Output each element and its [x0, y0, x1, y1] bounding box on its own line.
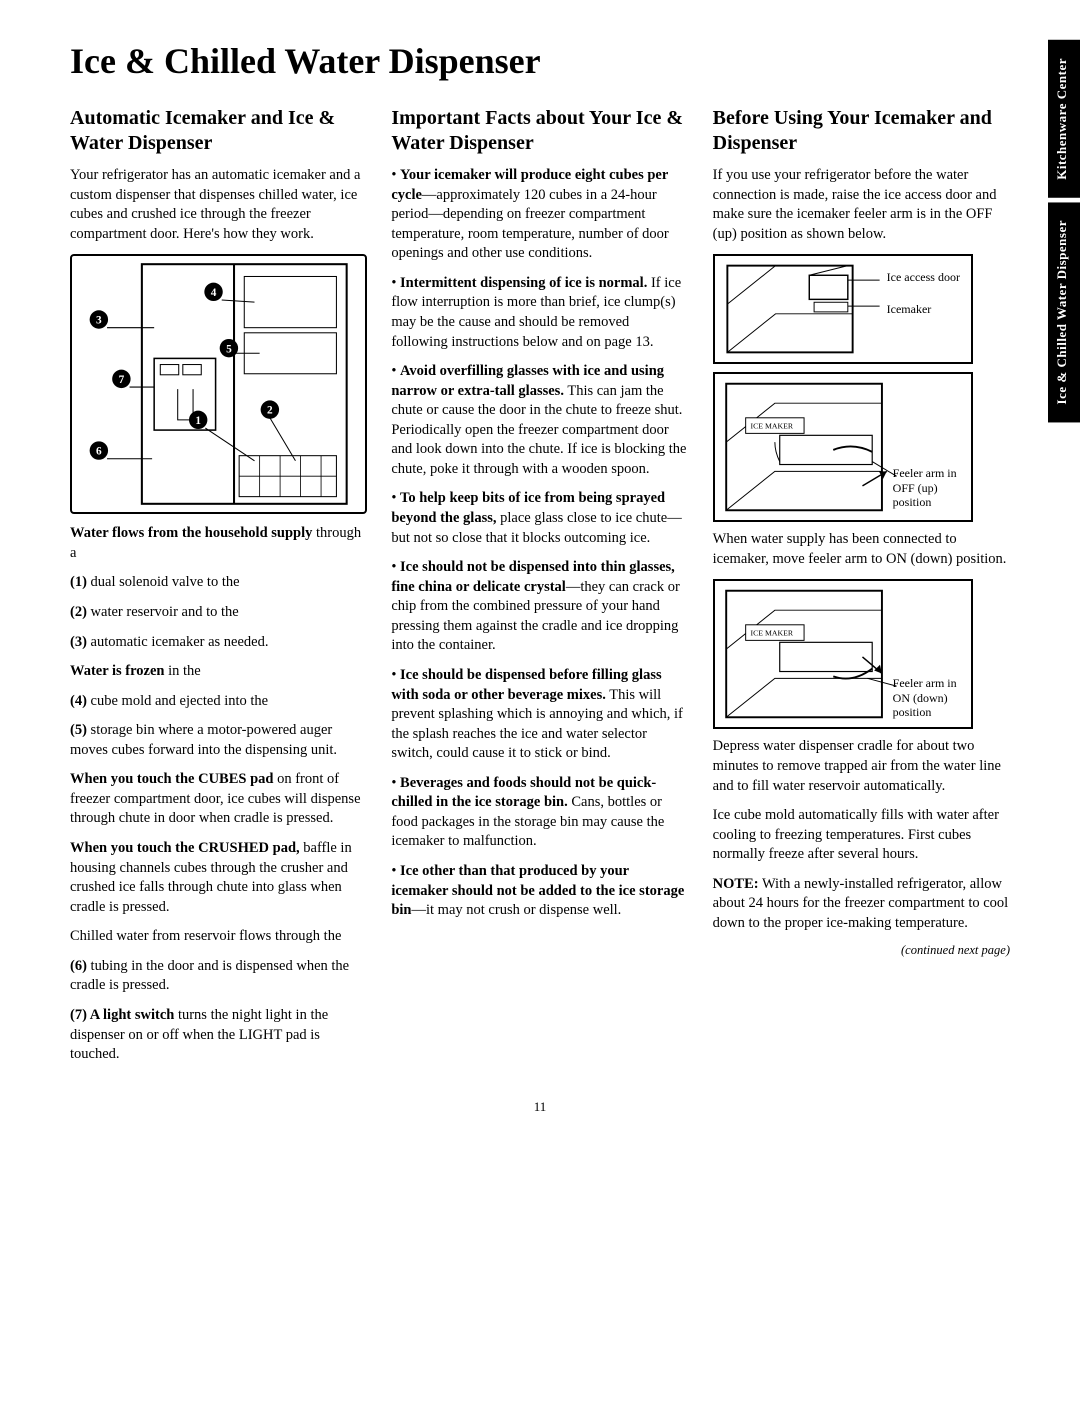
col1-item-3: (3) automatic icemaker as needed. — [70, 633, 367, 653]
page-title: Ice & Chilled Water Dispenser — [70, 40, 1010, 82]
col1-six: (6) tubing in the door and is dispensed … — [70, 957, 367, 996]
col3-cubemold: Ice cube mold automatically fills with w… — [713, 806, 1010, 865]
bullet-rest: —it may not crush or dispense well. — [412, 902, 622, 918]
columns: Automatic Icemaker and Ice & Water Dispe… — [70, 106, 1010, 1075]
svg-text:ICE MAKER: ICE MAKER — [750, 629, 793, 638]
page-number: 11 — [70, 1099, 1010, 1115]
feeler-on-diagram: ICE MAKER Feeler arm in ON (down) positi… — [713, 579, 973, 729]
col3-note: NOTE: With a newly-installed refrigerato… — [713, 875, 1010, 934]
side-tab-2: Ice & Chilled Water Dispenser — [1048, 202, 1080, 422]
col1-seven: (7) A light switch turns the night light… — [70, 1006, 367, 1065]
bullet-rest: —approximately 120 cubes in a 24-hour pe… — [391, 187, 668, 262]
diagram-marker-7: 7 — [112, 370, 130, 388]
column-1: Automatic Icemaker and Ice & Water Dispe… — [70, 106, 367, 1075]
diagram-marker-3: 3 — [90, 311, 108, 329]
col2-bullets: • Your icemaker will produce eight cubes… — [391, 166, 688, 921]
continued-text: (continued next page) — [713, 943, 1010, 958]
flow-lead: Water flows from the household supply — [70, 525, 312, 541]
col2-bullet-1: • Intermittent dispensing of ice is norm… — [391, 274, 688, 352]
col2-bullet-0: • Your icemaker will produce eight cubes… — [391, 166, 688, 264]
col1-item-2: (2) water reservoir and to the — [70, 603, 367, 623]
col1-item-1: (1) dual solenoid valve to the — [70, 573, 367, 593]
col1-crushed: When you touch the CRUSHED pad, baffle i… — [70, 839, 367, 917]
col3-connected: When water supply has been connected to … — [713, 530, 1010, 569]
column-2: Important Facts about Your Ice & Water D… — [391, 106, 688, 1075]
col1-intro: Your refrigerator has an automatic icema… — [70, 166, 367, 244]
col2-bullet-2: • Avoid overfilling glasses with ice and… — [391, 362, 688, 479]
col3-intro: If you use your refrigerator before the … — [713, 166, 1010, 244]
col2-bullet-3: • To help keep bits of ice from being sp… — [391, 489, 688, 548]
label-ice-access: Ice access door — [887, 270, 967, 284]
col2-bullet-7: • Ice other than that produced by your i… — [391, 862, 688, 921]
bullet-lead: Intermittent dispensing of ice is normal… — [400, 275, 647, 291]
refrigerator-diagram: 1 2 3 4 5 6 7 — [70, 254, 367, 514]
col1-item-5: (5) storage bin where a motor-powered au… — [70, 721, 367, 760]
column-3: Before Using Your Icemaker and Dispenser… — [713, 106, 1010, 1075]
svg-text:4: 4 — [211, 287, 217, 299]
svg-text:ICE MAKER: ICE MAKER — [750, 422, 793, 431]
col1-heading: Automatic Icemaker and Ice & Water Dispe… — [70, 106, 367, 156]
col3-depress: Depress water dispenser cradle for about… — [713, 737, 1010, 796]
side-tabs: Kitchenware Center Ice & Chilled Water D… — [1048, 40, 1080, 426]
label-feeler-on: Feeler arm in ON (down) position — [893, 676, 971, 719]
col3-heading: Before Using Your Icemaker and Dispenser — [713, 106, 1010, 156]
svg-text:2: 2 — [267, 405, 273, 417]
col2-bullet-4: • Ice should not be dispensed into thin … — [391, 558, 688, 656]
col1-item-4: (4) cube mold and ejected into the — [70, 692, 367, 712]
label-icemaker: Icemaker — [887, 302, 932, 316]
svg-text:1: 1 — [195, 415, 201, 427]
refrigerator-svg: 1 2 3 4 5 6 7 — [72, 256, 365, 512]
diagram-marker-1: 1 — [189, 411, 207, 429]
svg-text:6: 6 — [96, 446, 102, 458]
col2-bullet-5: • Ice should be dispensed before filling… — [391, 666, 688, 764]
col1-frozen: Water is frozen in the — [70, 662, 367, 682]
col2-bullet-6: • Beverages and foods should not be quic… — [391, 774, 688, 852]
svg-text:7: 7 — [119, 374, 125, 386]
diagram-marker-2: 2 — [261, 401, 279, 419]
col1-cubes: When you touch the CUBES pad on front of… — [70, 770, 367, 829]
diagram-marker-6: 6 — [90, 442, 108, 460]
side-tab-1: Kitchenware Center — [1048, 40, 1080, 198]
diagram-marker-4: 4 — [204, 283, 222, 301]
feeler-off-diagram: ICE MAKER Feeler arm in OFF (up) positio… — [713, 372, 973, 522]
col1-chilled: Chilled water from reservoir flows throu… — [70, 927, 367, 947]
svg-text:3: 3 — [96, 315, 102, 327]
svg-text:5: 5 — [226, 344, 232, 356]
ice-access-diagram: Ice access door Icemaker — [713, 254, 973, 364]
col2-heading: Important Facts about Your Ice & Water D… — [391, 106, 688, 156]
label-feeler-off: Feeler arm in OFF (up) position — [893, 466, 971, 509]
diagram-marker-5: 5 — [220, 339, 238, 357]
col1-flow: Water flows from the household supply th… — [70, 524, 367, 563]
